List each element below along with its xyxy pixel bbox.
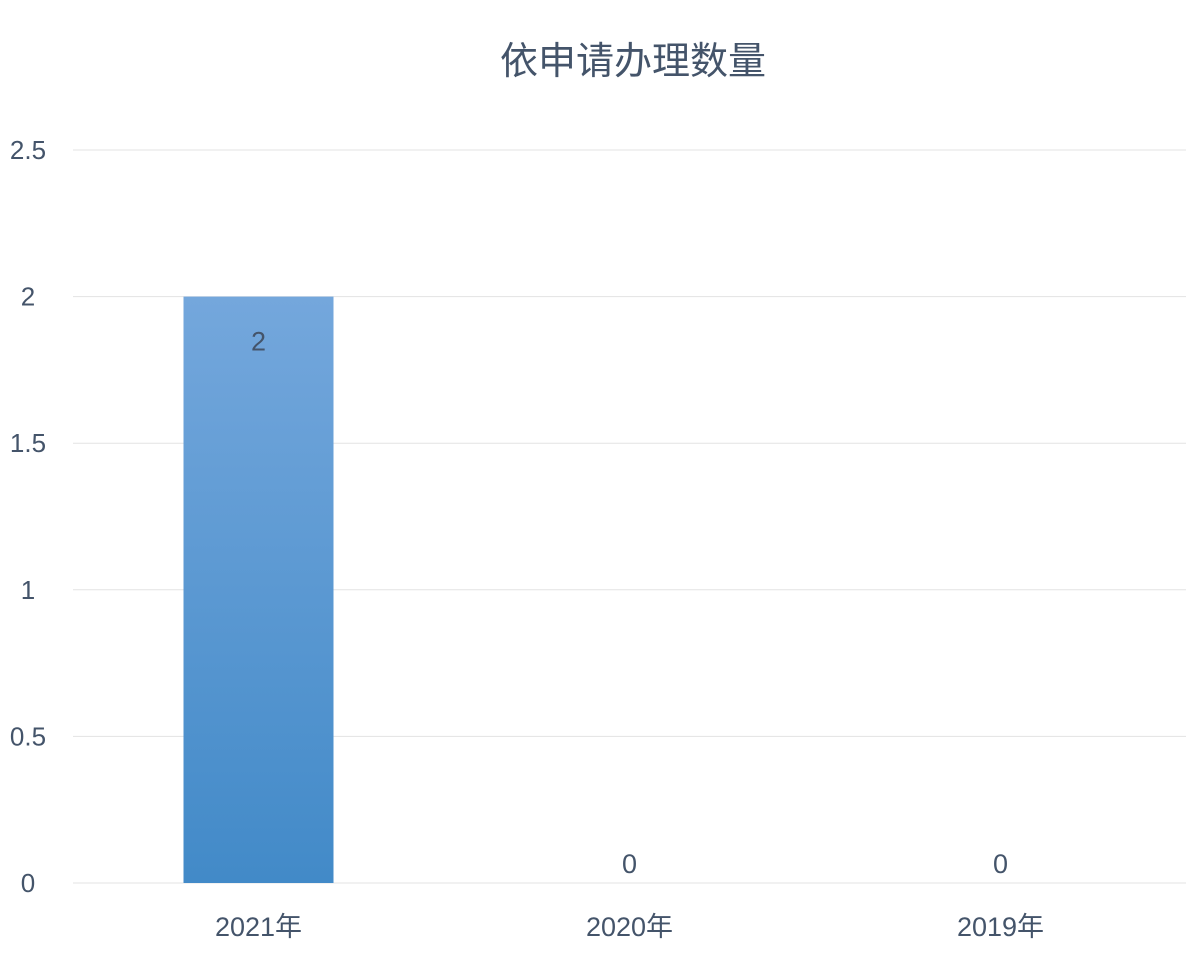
x-tick-label: 2019年 — [957, 912, 1044, 942]
chart-title: 依申请办理数量 — [499, 39, 766, 83]
x-tick-label: 2021年 — [215, 912, 302, 942]
data-label: 0 — [993, 849, 1008, 879]
y-tick-label: 0 — [21, 868, 35, 898]
y-tick-label: 2 — [21, 282, 35, 312]
bar — [183, 296, 334, 884]
data-label: 0 — [622, 849, 637, 879]
y-tick-label: 0.5 — [10, 721, 46, 751]
y-tick-label: 2.5 — [10, 135, 46, 165]
y-tick-label: 1 — [21, 575, 35, 605]
x-tick-label: 2020年 — [586, 912, 673, 942]
data-label: 2 — [251, 327, 266, 357]
y-tick-label: 1.5 — [10, 428, 46, 458]
